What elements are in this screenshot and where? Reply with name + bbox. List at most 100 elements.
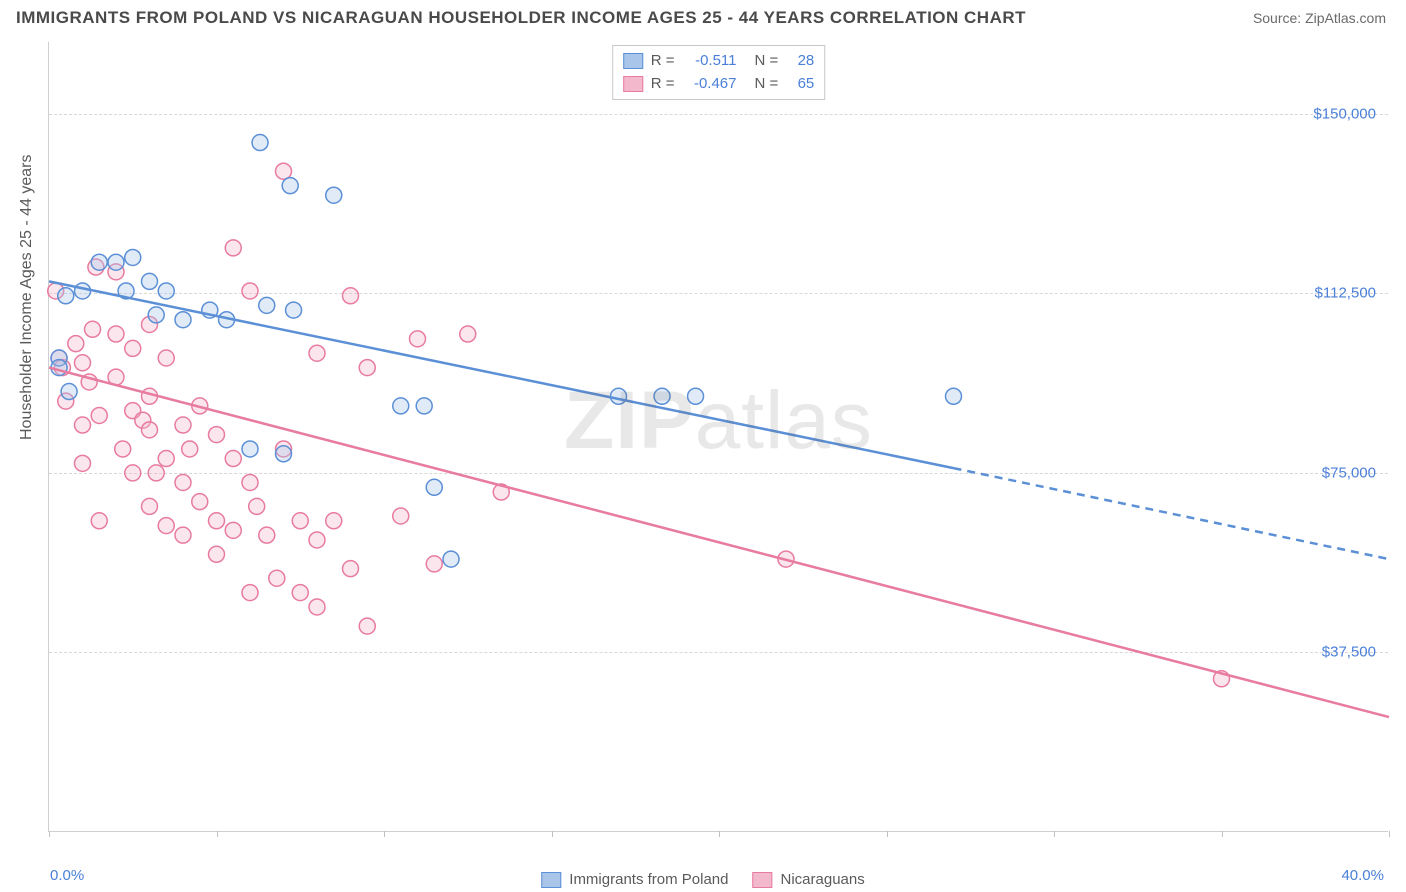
data-point [426, 556, 442, 572]
data-point [142, 498, 158, 514]
data-point [393, 398, 409, 414]
data-point [175, 527, 191, 543]
trend-line [49, 281, 954, 468]
data-point [158, 518, 174, 534]
data-point [85, 321, 101, 337]
data-point [91, 254, 107, 270]
data-point [393, 508, 409, 524]
data-point [259, 297, 275, 313]
source-label: Source: [1253, 10, 1305, 26]
data-point [326, 513, 342, 529]
data-point [61, 384, 77, 400]
data-point [209, 513, 225, 529]
x-tick-mark [1222, 831, 1223, 837]
legend-item-series2: Nicaraguans [753, 871, 865, 888]
data-point [158, 283, 174, 299]
swatch-series2 [623, 76, 643, 92]
r-label-1: R = [651, 50, 675, 73]
data-point [309, 345, 325, 361]
data-point [75, 355, 91, 371]
correlation-legend: R = -0.511 N = 28 R = -0.467 N = 65 [612, 45, 826, 100]
data-point [460, 326, 476, 342]
data-point [269, 570, 285, 586]
y-axis-label: Householder Income Ages 25 - 44 years [18, 155, 36, 441]
data-point [108, 326, 124, 342]
data-point [276, 163, 292, 179]
data-point [326, 187, 342, 203]
data-point [68, 336, 84, 352]
chart-title: IMMIGRANTS FROM POLAND VS NICARAGUAN HOU… [16, 8, 1026, 28]
r-value-2: -0.467 [683, 73, 737, 96]
data-point [443, 551, 459, 567]
data-point [75, 283, 91, 299]
data-point [58, 288, 74, 304]
data-point [91, 407, 107, 423]
series-legend: Immigrants from Poland Nicaraguans [541, 871, 864, 888]
data-point [611, 388, 627, 404]
data-point [148, 307, 164, 323]
data-point [688, 388, 704, 404]
data-point [142, 273, 158, 289]
data-point [242, 283, 258, 299]
data-point [108, 254, 124, 270]
legend-label-series2: Nicaraguans [781, 871, 865, 888]
x-tick-mark [887, 831, 888, 837]
data-point [175, 474, 191, 490]
n-label-1: N = [755, 50, 779, 73]
n-value-1: 28 [786, 50, 814, 73]
data-point [426, 479, 442, 495]
data-point [192, 494, 208, 510]
data-point [292, 585, 308, 601]
data-point [209, 427, 225, 443]
data-point [225, 522, 241, 538]
data-point [182, 441, 198, 457]
scatter-plot-svg [49, 42, 1388, 831]
data-point [91, 513, 107, 529]
trend-line-extrapolated [954, 468, 1390, 559]
plot-area: $37,500$75,000$112,500$150,000 R = -0.51… [48, 42, 1388, 832]
data-point [410, 331, 426, 347]
data-point [75, 455, 91, 471]
data-point [242, 585, 258, 601]
x-tick-mark [1054, 831, 1055, 837]
data-point [158, 350, 174, 366]
n-label-2: N = [755, 73, 779, 96]
data-point [249, 498, 265, 514]
x-tick-mark [217, 831, 218, 837]
x-axis-min-label: 0.0% [50, 867, 84, 884]
data-point [125, 465, 141, 481]
x-tick-mark [49, 831, 50, 837]
data-point [75, 417, 91, 433]
data-point [175, 417, 191, 433]
r-value-1: -0.511 [683, 50, 737, 73]
data-point [359, 618, 375, 634]
data-point [158, 451, 174, 467]
data-point [282, 178, 298, 194]
source-value: ZipAtlas.com [1305, 10, 1386, 26]
data-point [343, 561, 359, 577]
data-point [242, 474, 258, 490]
data-point [242, 441, 258, 457]
data-point [309, 532, 325, 548]
data-point [343, 288, 359, 304]
data-point [148, 465, 164, 481]
data-point [276, 446, 292, 462]
data-point [125, 340, 141, 356]
x-tick-mark [552, 831, 553, 837]
data-point [225, 451, 241, 467]
x-axis-max-label: 40.0% [1341, 867, 1384, 884]
data-point [292, 513, 308, 529]
legend-row-series1: R = -0.511 N = 28 [623, 50, 815, 73]
n-value-2: 65 [786, 73, 814, 96]
data-point [359, 360, 375, 376]
data-point [286, 302, 302, 318]
data-point [252, 135, 268, 151]
data-point [259, 527, 275, 543]
r-label-2: R = [651, 73, 675, 96]
swatch-series1-bottom [541, 872, 561, 888]
data-point [946, 388, 962, 404]
x-tick-mark [719, 831, 720, 837]
source-attribution: Source: ZipAtlas.com [1253, 10, 1386, 26]
legend-row-series2: R = -0.467 N = 65 [623, 73, 815, 96]
data-point [225, 240, 241, 256]
